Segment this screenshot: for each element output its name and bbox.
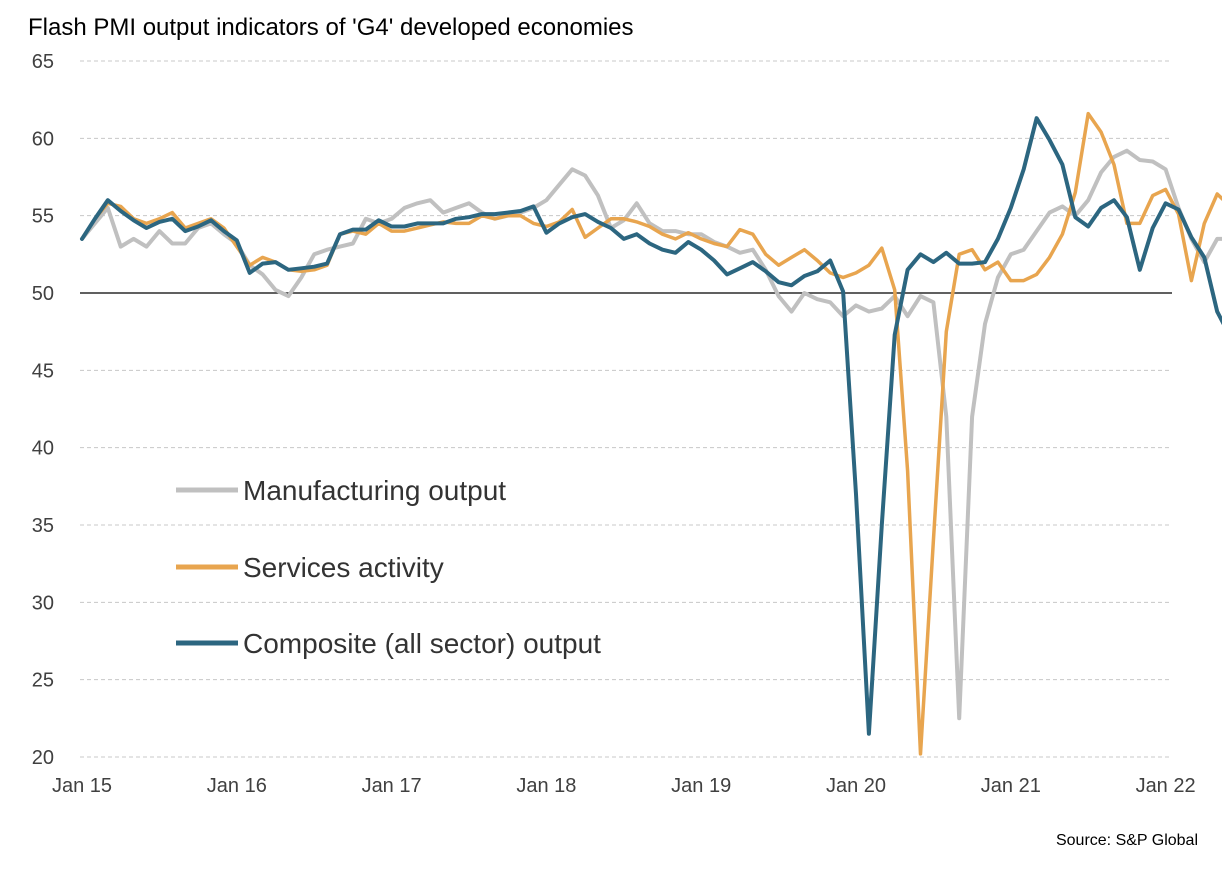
series-line-3 (80, 116, 1222, 736)
y-tick-label: 50 (32, 283, 54, 305)
series-lines (80, 111, 1222, 756)
x-tick-label: Jan 15 (52, 775, 112, 797)
x-tick-label: Jan 20 (826, 775, 886, 797)
x-tick-label: Jan 18 (516, 775, 576, 797)
y-tick-label: 20 (32, 747, 54, 769)
y-tick-label: 40 (32, 438, 54, 460)
x-tick-label: Jan 22 (1136, 775, 1196, 797)
legend: Manufacturing output Services activity Com… (176, 475, 601, 659)
legend-label: Services activity (243, 552, 444, 583)
y-tick-label: 60 (32, 128, 54, 150)
y-tick-label: 45 (32, 360, 54, 382)
y-tick-label: 65 (32, 51, 54, 73)
y-tick-label: 25 (32, 670, 54, 692)
y-tick-label: 35 (32, 515, 54, 537)
chart-title: Flash PMI output indicators of 'G4' deve… (28, 14, 634, 41)
gridlines (80, 60, 1172, 758)
x-tick-label: Jan 17 (362, 775, 422, 797)
y-tick-label: 30 (32, 592, 54, 614)
y-tick-label: 55 (32, 206, 54, 228)
legend-label: Manufacturing output (243, 475, 506, 506)
x-tick-label: Jan 19 (671, 775, 731, 797)
source-note: Source: S&P Global (1055, 832, 1198, 849)
x-axis-tick-labels: Jan 15 Jan 16 Jan 17 Jan 18 Jan 19 Jan 20 Jan … (52, 775, 1196, 797)
y-axis-tick-labels: 20 25 30 35 40 45 50 55 60 65 (32, 51, 54, 769)
x-tick-label: Jan 21 (981, 775, 1041, 797)
legend-label: Composite (all sector) output (243, 628, 601, 659)
x-tick-label: Jan 16 (207, 775, 267, 797)
